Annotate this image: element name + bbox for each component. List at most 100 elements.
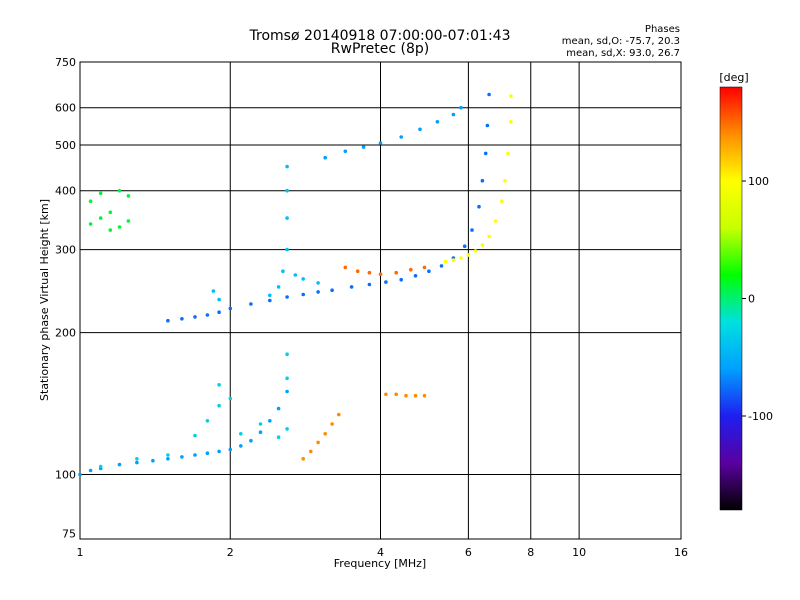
data-point xyxy=(378,272,383,277)
x-tick-label: 16 xyxy=(674,546,688,559)
data-point xyxy=(108,210,113,215)
data-point xyxy=(180,317,184,321)
data-point xyxy=(394,392,399,397)
y-tick-label: 200 xyxy=(55,327,76,340)
data-point xyxy=(459,256,463,260)
y-tick-label: 300 xyxy=(55,244,76,257)
data-point xyxy=(151,458,155,463)
data-point xyxy=(316,281,320,285)
data-point xyxy=(509,120,513,124)
colorbar-tick-label: 0 xyxy=(748,293,755,306)
colorbar-unit-label: [deg] xyxy=(719,71,748,84)
data-point xyxy=(451,112,456,117)
data-point xyxy=(413,393,418,398)
colorbar-ticks: 100 0 -100 xyxy=(742,175,773,423)
data-point xyxy=(503,178,507,183)
data-point xyxy=(330,288,334,293)
data-point xyxy=(506,151,510,156)
data-point xyxy=(228,447,233,452)
data-point xyxy=(293,273,298,277)
x-axis-label: Frequency [MHz] xyxy=(334,557,426,570)
data-point xyxy=(135,460,139,465)
data-point xyxy=(285,427,289,431)
data-point xyxy=(98,191,103,196)
data-point xyxy=(451,258,456,262)
data-point xyxy=(316,290,320,294)
data-point xyxy=(285,376,289,381)
data-point xyxy=(205,451,210,456)
data-point xyxy=(384,280,388,284)
data-point xyxy=(217,310,221,315)
data-point xyxy=(117,188,122,193)
data-point xyxy=(309,449,313,454)
data-point xyxy=(301,277,306,281)
data-point xyxy=(228,396,233,401)
data-point xyxy=(258,430,263,435)
y-axis-label: Stationary phase Virtual Height [km] xyxy=(38,199,51,401)
data-point xyxy=(483,151,488,156)
data-point xyxy=(480,178,485,183)
plot-area: 1 2 4 6 8 10 16 75 100 200 300 400 500 600 750 xyxy=(55,56,688,559)
y-axis-ticks: 75 100 200 300 400 500 600 750 xyxy=(55,56,76,540)
y-tick-label: 400 xyxy=(55,185,76,198)
data-point xyxy=(193,315,197,319)
y-tick-label: 100 xyxy=(55,469,76,482)
data-point xyxy=(285,216,289,220)
data-point xyxy=(477,204,481,209)
data-point xyxy=(239,444,243,448)
data-point xyxy=(422,393,427,398)
data-point xyxy=(117,462,122,467)
x-tick-label: 4 xyxy=(377,546,384,559)
data-point xyxy=(88,222,93,226)
data-point xyxy=(409,267,413,272)
data-point xyxy=(205,419,210,423)
data-point xyxy=(378,141,383,145)
data-point xyxy=(126,219,131,223)
data-point xyxy=(249,302,253,306)
data-point xyxy=(323,432,328,436)
data-point xyxy=(384,392,388,397)
data-point xyxy=(323,155,328,160)
stats-line-ordinary: mean, sd,O: -75.7, 20.3 xyxy=(562,36,680,47)
data-point xyxy=(367,270,372,275)
data-point xyxy=(126,194,131,198)
data-point xyxy=(500,199,504,203)
data-point xyxy=(301,292,306,297)
data-point xyxy=(349,285,354,289)
data-point xyxy=(239,432,243,436)
data-point xyxy=(180,455,184,459)
chart-subtitle: RwPretec (8p) xyxy=(331,41,429,57)
data-point xyxy=(301,457,306,461)
data-point xyxy=(493,219,498,223)
data-point xyxy=(88,199,93,203)
data-point xyxy=(399,277,404,282)
data-point xyxy=(316,440,320,445)
data-point xyxy=(117,225,122,229)
data-point xyxy=(193,433,197,438)
data-point xyxy=(276,406,281,411)
data-point xyxy=(268,419,272,423)
data-point xyxy=(330,422,334,426)
data-point xyxy=(285,247,289,252)
data-point xyxy=(166,457,170,461)
data-point xyxy=(443,259,448,264)
data-point xyxy=(217,383,221,387)
data-point xyxy=(427,269,431,274)
data-point xyxy=(166,453,170,457)
data-point xyxy=(459,105,463,110)
data-point xyxy=(249,438,253,443)
data-point xyxy=(394,270,399,275)
data-point xyxy=(268,293,272,298)
data-point xyxy=(422,265,427,270)
x-tick-label: 1 xyxy=(77,546,84,559)
data-point xyxy=(337,412,341,417)
colorbar-tick-label: -100 xyxy=(748,410,773,423)
data-point xyxy=(462,244,467,248)
data-point xyxy=(285,352,289,357)
data-points xyxy=(78,92,513,477)
data-point xyxy=(418,127,422,132)
data-point xyxy=(485,123,490,128)
data-point xyxy=(258,422,263,426)
data-point xyxy=(487,234,491,239)
data-point xyxy=(108,228,113,232)
